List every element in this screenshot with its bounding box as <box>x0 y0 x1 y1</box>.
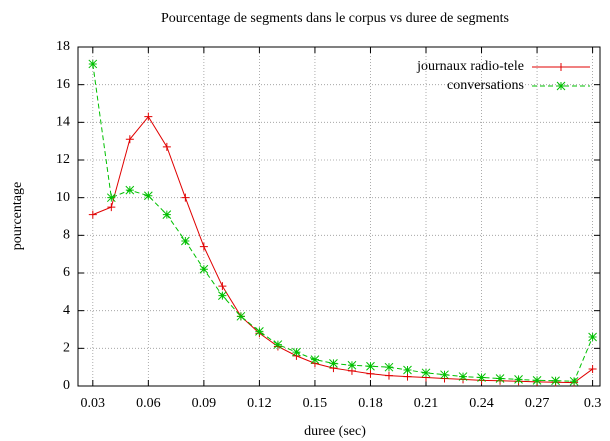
data-point <box>107 203 116 212</box>
data-point <box>181 193 190 202</box>
data-point <box>458 372 468 381</box>
y-tick-label: 18 <box>56 39 70 54</box>
data-point <box>273 340 283 349</box>
data-point <box>403 365 412 375</box>
data-point <box>162 142 171 151</box>
x-tick-label: 0.06 <box>136 396 161 411</box>
data-point <box>162 210 172 219</box>
x-axis-label: duree (sec) <box>304 424 366 439</box>
data-point <box>366 361 375 371</box>
data-point <box>514 375 523 384</box>
data-point <box>199 242 208 251</box>
data-point <box>181 236 190 246</box>
data-point <box>347 360 357 370</box>
legend-label: journaux radio-tele <box>416 59 524 74</box>
data-point <box>199 264 209 274</box>
series-line <box>92 115 593 384</box>
x-tick-label: 0.15 <box>303 396 328 411</box>
data-point <box>255 327 264 336</box>
y-tick-label: 4 <box>63 303 70 318</box>
chart-title: Pourcentage de segments dans le corpus v… <box>161 11 509 26</box>
legend-marker <box>557 63 565 71</box>
data-point <box>125 135 134 144</box>
series-line <box>92 63 594 382</box>
data-point <box>366 369 375 378</box>
data-point <box>477 373 486 382</box>
data-point <box>384 362 394 372</box>
data-point <box>143 191 153 201</box>
data-point <box>218 291 227 300</box>
x-tick-label: 0.18 <box>358 396 383 411</box>
data-point <box>310 355 320 364</box>
data-point <box>569 376 579 386</box>
y-tick-label: 8 <box>63 228 70 243</box>
data-point <box>88 59 98 69</box>
data-point <box>329 359 338 368</box>
y-tick-label: 6 <box>63 265 70 280</box>
x-tick-label: 0.21 <box>414 396 439 411</box>
data-point <box>106 193 116 203</box>
y-tick-label: 12 <box>56 152 70 167</box>
data-point <box>236 311 246 321</box>
data-point <box>551 376 560 386</box>
data-point <box>384 371 393 380</box>
plot-frame <box>77 46 601 387</box>
x-tick-label: 0.27 <box>525 396 550 411</box>
y-tick-label: 14 <box>56 115 70 130</box>
y-tick-label: 10 <box>56 190 70 205</box>
x-tick-label: 0.3 <box>584 396 602 411</box>
data-point <box>588 365 597 374</box>
data-point <box>144 112 153 121</box>
y-axis-label: pourcentage <box>10 182 25 250</box>
data-point <box>588 332 597 342</box>
data-point <box>440 370 449 380</box>
data-point <box>125 185 135 195</box>
data-point <box>218 282 227 291</box>
legend-label: conversations <box>447 78 524 93</box>
y-tick-label: 0 <box>63 378 70 393</box>
y-tick-label: 16 <box>56 77 70 92</box>
legend-marker <box>556 81 566 91</box>
data-point <box>532 375 542 385</box>
x-tick-label: 0.03 <box>81 396 106 411</box>
data-point <box>421 368 431 378</box>
data-point <box>88 210 97 219</box>
x-tick-label: 0.12 <box>247 396 272 411</box>
x-tick-label: 0.24 <box>469 396 494 411</box>
data-point <box>292 347 301 357</box>
y-tick-label: 2 <box>63 341 70 356</box>
data-point <box>495 374 505 383</box>
x-tick-label: 0.09 <box>192 396 217 411</box>
